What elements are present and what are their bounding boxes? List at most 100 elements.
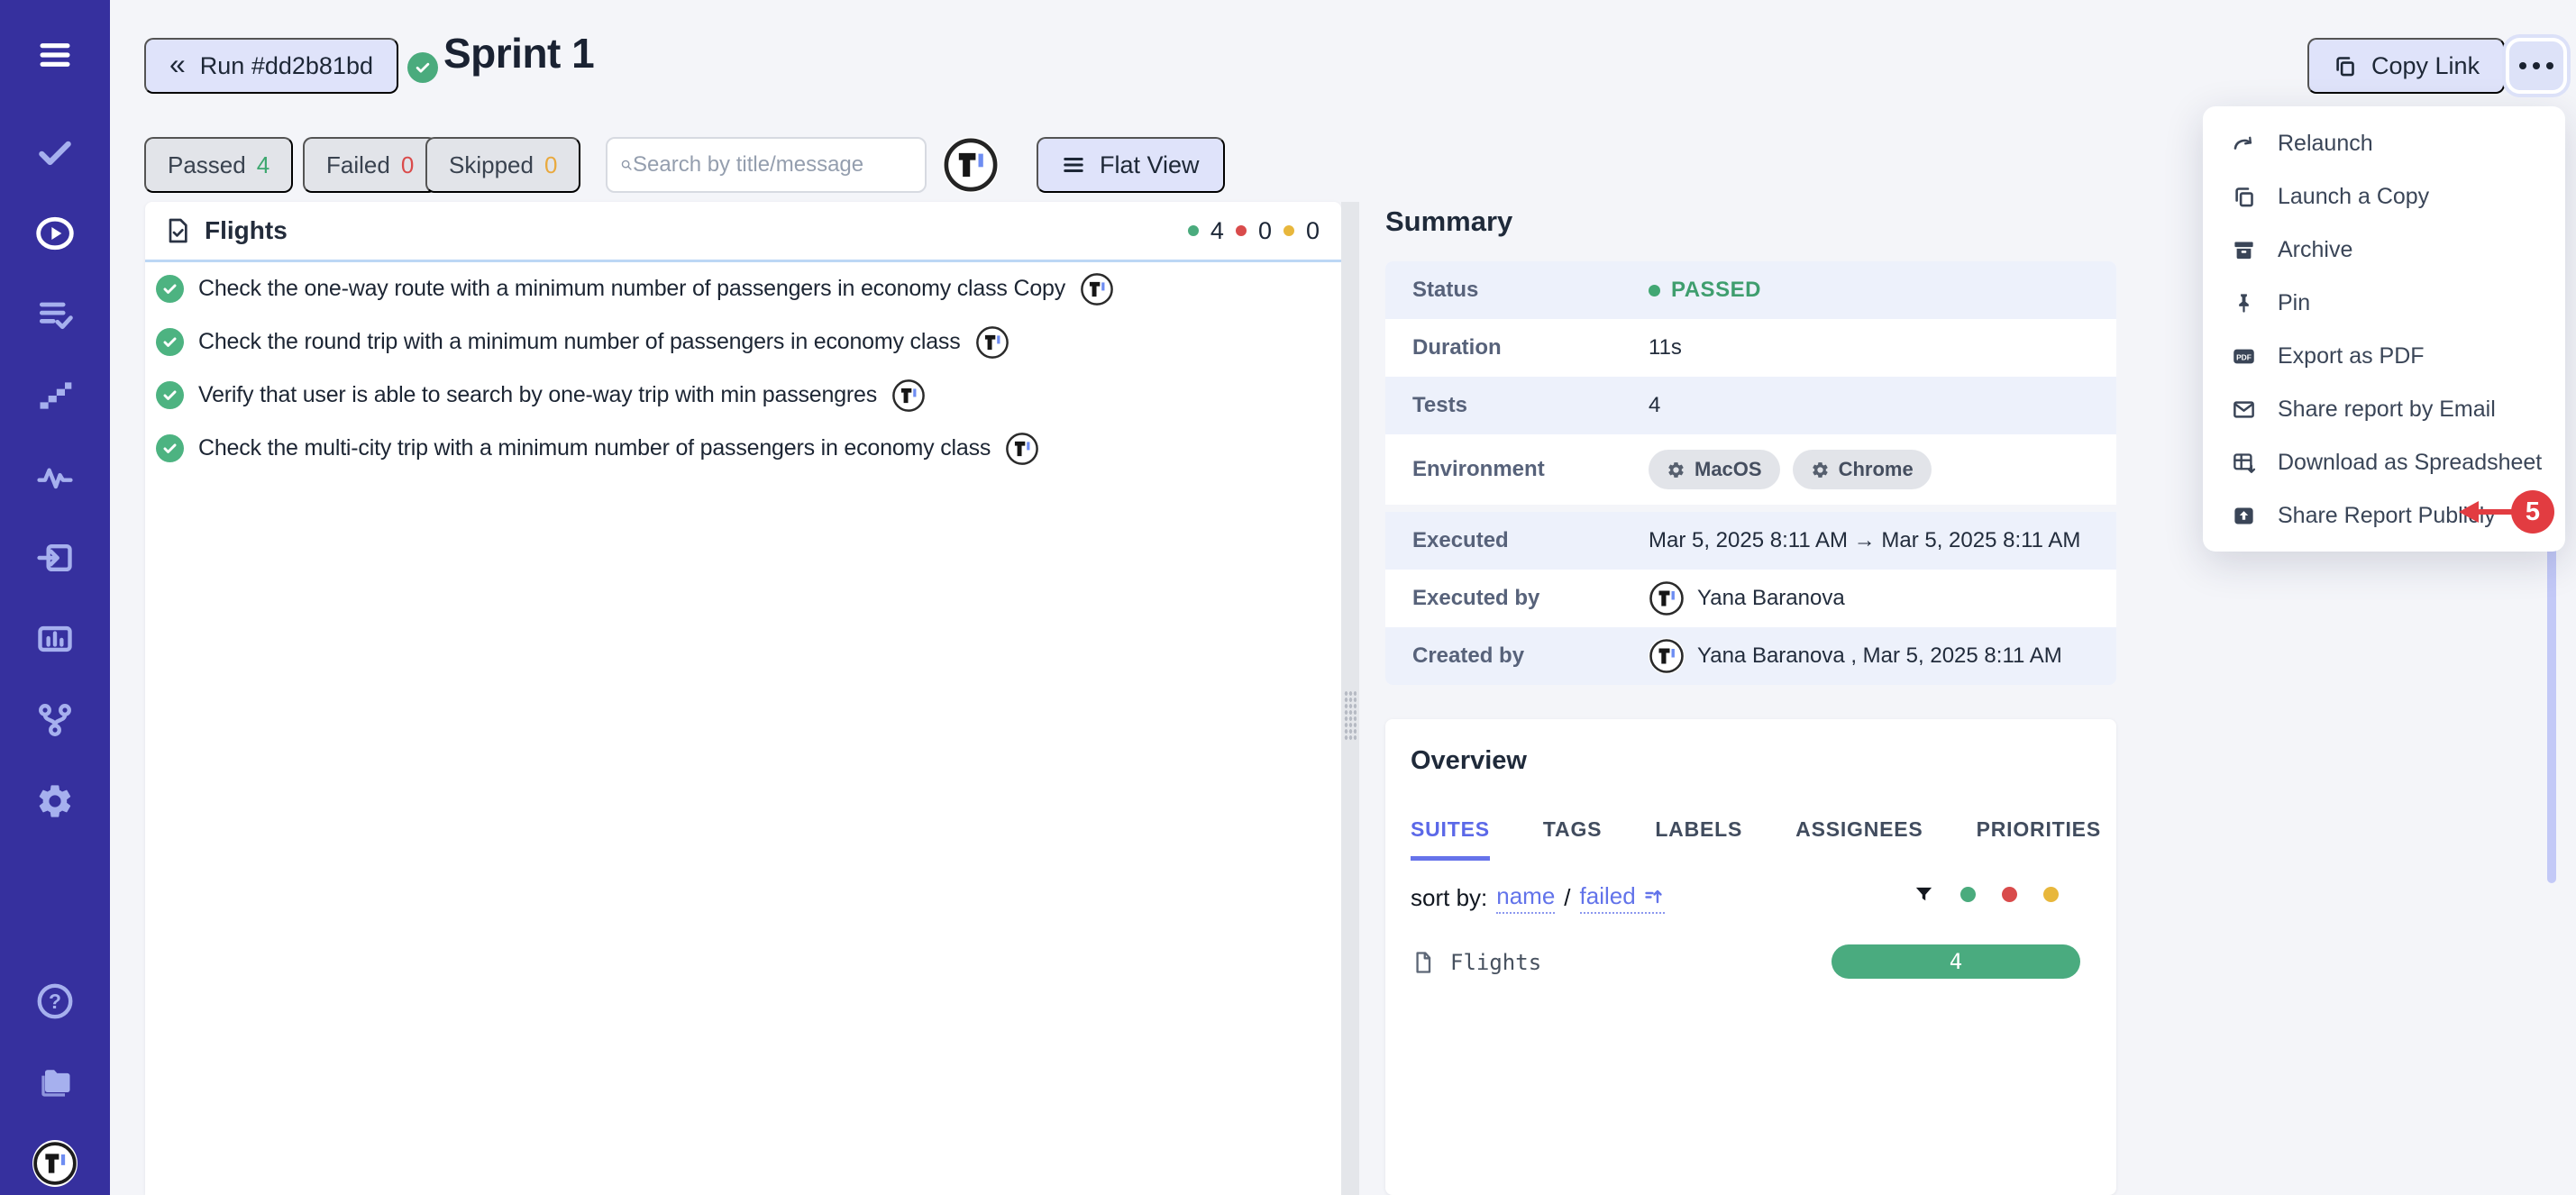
dot <box>2533 62 2540 69</box>
flat-view-toggle[interactable]: Flat View <box>1037 137 1225 193</box>
legend-failed-dot[interactable] <box>2002 887 2017 902</box>
menu-item-share-report-by-email[interactable]: Share report by Email <box>2203 383 2565 436</box>
vertical-scrollbar[interactable] <box>2547 497 2556 883</box>
logo-avatar[interactable] <box>32 1140 78 1187</box>
play-circle-icon[interactable] <box>32 211 78 256</box>
copy-icon <box>2235 187 2253 207</box>
menu-icon[interactable] <box>32 32 78 78</box>
suite-counts: 4 0 0 <box>1187 216 1320 245</box>
menu-item-pin[interactable]: Pin <box>2203 277 2565 330</box>
executed-by-value: Yana Baranova <box>1649 580 1845 616</box>
summary-row-executed: Executed Mar 5, 2025 8:11 AM → Mar 5, 20… <box>1385 512 2116 570</box>
menu-item-label: Archive <box>2278 237 2353 262</box>
file-check-icon <box>169 218 187 243</box>
status-legend <box>1914 884 2059 905</box>
summary-row-executed-by: Executed by Yana Baranova <box>1385 570 2116 627</box>
annotation-arrow-icon <box>2459 501 2479 523</box>
sort-row: sort by: name / failed <box>1411 882 2095 914</box>
tests-value: 4 <box>1649 393 1661 417</box>
annotation-step-badge: 5 <box>2511 490 2554 534</box>
menu-item-label: Pin <box>2278 290 2311 315</box>
overview-suite-name[interactable]: Flights <box>1450 950 1542 975</box>
gear-icon[interactable] <box>32 779 78 824</box>
summary-row-duration: Duration 11s <box>1385 319 2116 377</box>
tab-assignees[interactable]: ASSIGNEES <box>1795 817 1923 841</box>
created-by-label: Created by <box>1412 643 1525 668</box>
steps-icon[interactable] <box>32 373 78 418</box>
sort-by-name-link[interactable]: name <box>1496 882 1556 914</box>
file-icon <box>1416 952 1431 973</box>
suite-skipped-count: 0 <box>1305 216 1320 244</box>
relaunch-icon <box>2233 136 2252 150</box>
bar-chart-icon[interactable] <box>32 616 78 661</box>
filter-skipped-button[interactable]: Skipped 0 <box>425 137 581 193</box>
overview-suite-row: Flights 4 <box>1411 944 2095 981</box>
back-to-run-button[interactable]: « Run #dd2b81bd <box>144 38 398 94</box>
search-box <box>606 137 927 193</box>
panel-splitter[interactable] <box>1341 202 1359 1195</box>
executed-label: Executed <box>1412 528 1509 552</box>
reporter-mini-avatar <box>974 324 1009 360</box>
env-pill-chrome[interactable]: Chrome <box>1792 450 1932 489</box>
menu-item-launch-a-copy[interactable]: Launch a Copy <box>2203 170 2565 223</box>
tab-tags[interactable]: TAGS <box>1542 817 1603 841</box>
test-row[interactable]: Check the one-way route with a minimum n… <box>145 262 1341 315</box>
suite-passed-count: 4 <box>1210 216 1224 244</box>
summary-group-gap <box>1385 505 2116 512</box>
svg-text:?: ? <box>49 990 61 1013</box>
sort-ascending-icon <box>1644 889 1662 903</box>
menu-item-download-as-spreadsheet[interactable]: Download as Spreadsheet <box>2203 436 2565 489</box>
failed-label: Failed <box>326 151 390 178</box>
menu-item-label: Share report by Email <box>2278 397 2496 422</box>
folders-icon[interactable] <box>32 1060 78 1105</box>
passed-check-icon <box>156 275 184 303</box>
activity-icon[interactable] <box>32 454 78 499</box>
list-view-icon <box>1064 157 1083 173</box>
test-row[interactable]: Check the multi-city trip with a minimum… <box>145 422 1341 475</box>
filter-failed-button[interactable]: Failed 0 <box>303 137 438 193</box>
overview-tabs: SUITES TAGS LABELS ASSIGNEES PRIORITIES <box>1411 817 2101 861</box>
help-icon[interactable]: ? <box>32 979 78 1024</box>
check-icon[interactable] <box>32 130 78 175</box>
passed-count-bar[interactable]: 4 <box>1832 944 2080 979</box>
sort-divider: / <box>1564 884 1571 911</box>
skipped-label: Skipped <box>449 151 534 178</box>
share-publicly-icon <box>2234 507 2253 525</box>
env-pill-macos[interactable]: MacOS <box>1649 450 1780 489</box>
tab-priorities[interactable]: PRIORITIES <box>1976 817 2101 841</box>
duration-value: 11s <box>1649 335 1682 360</box>
menu-item-label: Export as PDF <box>2278 343 2425 369</box>
funnel-icon[interactable] <box>1914 884 1934 905</box>
git-fork-icon[interactable] <box>32 698 78 743</box>
duration-label: Duration <box>1412 335 1502 360</box>
list-check-icon[interactable] <box>32 292 78 337</box>
sidebar: ? <box>0 0 110 1195</box>
test-row[interactable]: Check the round trip with a minimum numb… <box>145 315 1341 369</box>
menu-item-relaunch[interactable]: Relaunch <box>2203 117 2565 170</box>
summary-row-created-by: Created by Yana Baranova , Mar 5, 2025 8… <box>1385 627 2116 685</box>
test-row[interactable]: Verify that user is able to search by on… <box>145 369 1341 422</box>
sort-by-failed-link[interactable]: failed <box>1579 882 1665 914</box>
double-chevron-left-icon: « <box>169 48 186 80</box>
skipped-count: 0 <box>544 151 558 178</box>
legend-passed-dot[interactable] <box>1960 887 1976 902</box>
passed-check-icon <box>156 434 184 462</box>
legend-skipped-dot[interactable] <box>2043 887 2059 902</box>
pdf-icon: PDF <box>2233 349 2254 364</box>
menu-item-export-as-pdf[interactable]: PDF Export as PDF <box>2203 330 2565 383</box>
sign-in-icon[interactable] <box>32 535 78 580</box>
more-actions-button[interactable] <box>2506 38 2567 94</box>
suite-header[interactable]: Flights 4 0 0 <box>145 202 1341 260</box>
status-label: Status <box>1412 278 1479 302</box>
copy-link-button[interactable]: Copy Link <box>2307 38 2506 94</box>
sort-by-label: sort by: <box>1411 884 1488 911</box>
copy-link-label: Copy Link <box>2371 51 2480 79</box>
filter-passed-button[interactable]: Passed 4 <box>144 137 294 193</box>
search-input[interactable] <box>633 152 912 178</box>
menu-item-archive[interactable]: Archive <box>2203 223 2565 277</box>
executed-value: Mar 5, 2025 8:11 AM → Mar 5, 2025 8:11 A… <box>1649 528 2081 552</box>
tab-suites[interactable]: SUITES <box>1411 817 1490 861</box>
reporter-avatar[interactable] <box>943 137 999 193</box>
tab-labels[interactable]: LABELS <box>1655 817 1743 841</box>
